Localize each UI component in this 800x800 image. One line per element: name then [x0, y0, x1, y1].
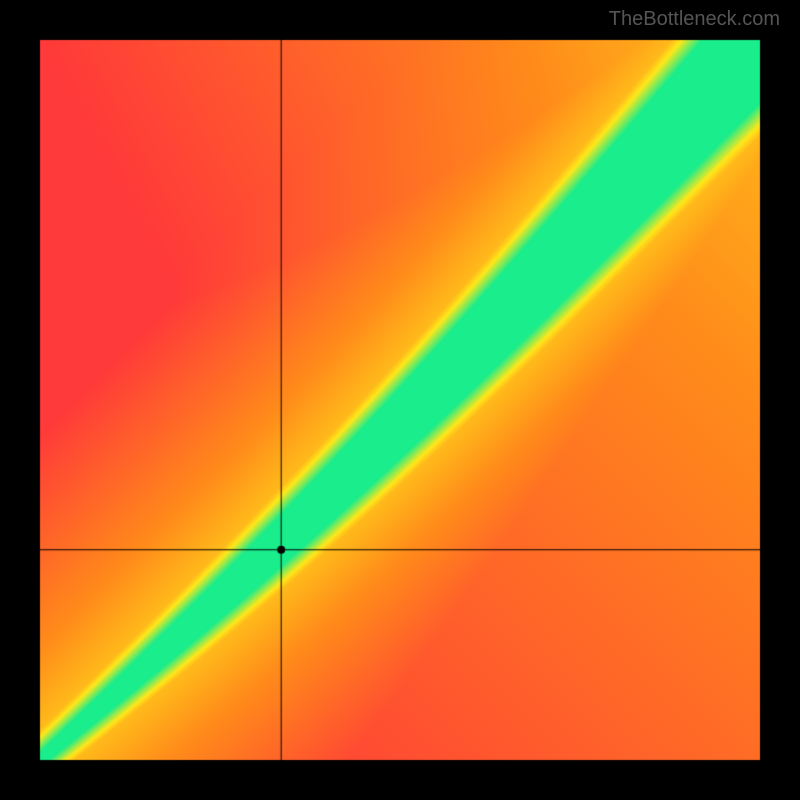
bottleneck-heatmap-canvas: [0, 0, 800, 800]
watermark-text: TheBottleneck.com: [609, 8, 780, 31]
